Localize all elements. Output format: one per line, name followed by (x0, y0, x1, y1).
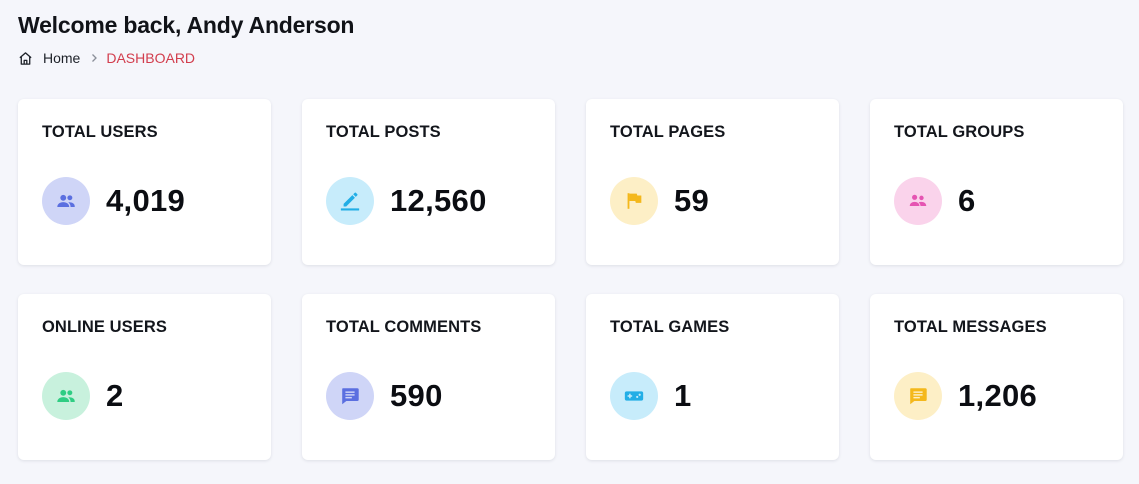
online-users-icon (57, 389, 75, 402)
users-icon (57, 194, 75, 207)
stat-card-total-posts[interactable]: TOTAL POSTS 12,560 (302, 99, 555, 265)
stat-icon-circle (326, 372, 374, 420)
stat-icon-circle (894, 177, 942, 225)
page-title: Welcome back, Andy Anderson (18, 12, 355, 38)
edit-icon (340, 192, 360, 211)
comment-icon (342, 388, 359, 405)
breadcrumb-current: DASHBOARD (106, 50, 196, 66)
stat-value: 6 (958, 183, 976, 218)
stats-grid: TOTAL USERS 4,019 TOTAL POSTS (18, 99, 1123, 460)
stat-icon-circle (610, 372, 658, 420)
stat-card-total-pages[interactable]: TOTAL PAGES 59 (586, 99, 839, 265)
stat-value: 12,560 (390, 183, 487, 218)
stat-value: 1,206 (958, 378, 1038, 413)
stat-value: 4,019 (106, 183, 186, 218)
stat-icon-circle (42, 177, 90, 225)
stat-value: 590 (390, 378, 443, 413)
stat-value: 2 (106, 378, 124, 413)
home-icon[interactable] (18, 51, 33, 66)
stat-card-total-comments[interactable]: TOTAL COMMENTS 590 (302, 294, 555, 460)
stat-icon-circle (894, 372, 942, 420)
stat-value: 1 (674, 378, 692, 413)
stat-icon-circle (42, 372, 90, 420)
stat-card-total-games[interactable]: TOTAL GAMES 1 (586, 294, 839, 460)
stat-label: TOTAL USERS (42, 123, 158, 141)
stat-label: TOTAL POSTS (326, 123, 441, 141)
stat-label: TOTAL PAGES (610, 123, 726, 141)
group-icon (909, 194, 927, 207)
stat-card-online-users[interactable]: ONLINE USERS 2 (18, 294, 271, 460)
stat-value: 59 (674, 183, 710, 218)
gamepad-icon (624, 391, 644, 401)
stat-card-total-users[interactable]: TOTAL USERS 4,019 (18, 99, 271, 265)
stat-label: TOTAL COMMENTS (326, 318, 482, 336)
stat-label: TOTAL MESSAGES (894, 318, 1047, 336)
stat-icon-circle (610, 177, 658, 225)
stat-label: TOTAL GROUPS (894, 123, 1025, 141)
breadcrumb: Home DASHBOARD (18, 50, 195, 66)
chevron-right-icon (92, 54, 98, 62)
message-icon (910, 388, 927, 405)
breadcrumb-home-link[interactable]: Home (43, 50, 81, 66)
stat-card-total-groups[interactable]: TOTAL GROUPS 6 (870, 99, 1123, 265)
stat-icon-circle (326, 177, 374, 225)
flag-icon (627, 193, 642, 209)
stat-card-total-messages[interactable]: TOTAL MESSAGES 1,206 (870, 294, 1123, 460)
stat-label: ONLINE USERS (42, 318, 167, 336)
stat-label: TOTAL GAMES (610, 318, 730, 336)
